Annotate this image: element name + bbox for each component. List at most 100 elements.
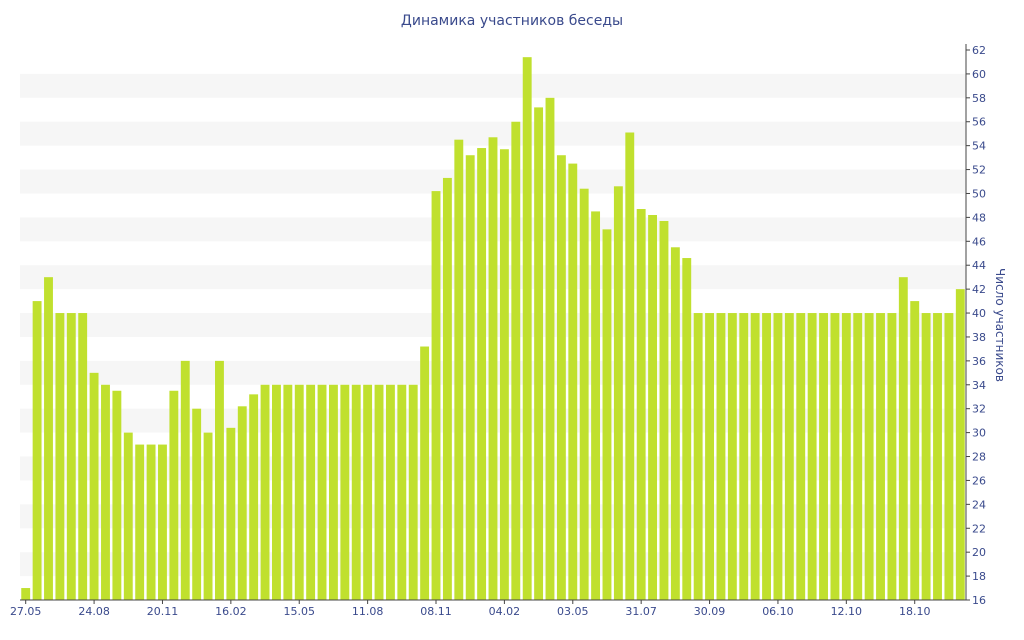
- bar: [237, 406, 247, 600]
- bar: [499, 149, 509, 601]
- x-tick-label: 15.05: [283, 605, 315, 618]
- bar: [784, 313, 794, 600]
- bar: [32, 301, 42, 600]
- x-tick-label: 27.05: [10, 605, 42, 618]
- x-tick-label: 08.11: [420, 605, 452, 618]
- bar: [727, 313, 737, 600]
- y-tick-label: 54: [972, 140, 986, 153]
- bar: [192, 408, 202, 600]
- bar: [317, 384, 327, 600]
- bar: [670, 247, 680, 600]
- bar: [431, 191, 441, 600]
- bar: [887, 313, 897, 600]
- bar: [363, 384, 373, 600]
- bar: [933, 313, 942, 600]
- bar: [773, 313, 783, 600]
- bar: [511, 121, 521, 601]
- x-axis: 27.05 24.08 20.11 16.02 15.05 11.08 08.11 04.02…: [10, 599, 966, 618]
- bar: [21, 588, 31, 600]
- bar: [648, 215, 658, 600]
- y-tick-label: 38: [972, 331, 986, 344]
- grid-band: [20, 121, 966, 146]
- bar: [374, 384, 384, 600]
- y-tick-label: 50: [972, 187, 986, 200]
- x-tick-label: 03.05: [557, 605, 589, 618]
- bar: [442, 177, 452, 600]
- bar: [898, 277, 908, 600]
- bar: [762, 313, 771, 600]
- bar: [739, 313, 749, 600]
- y-tick-label: 46: [972, 235, 986, 248]
- bar: [830, 313, 840, 600]
- bar: [385, 384, 395, 600]
- y-tick-label: 56: [972, 116, 986, 129]
- bar: [682, 258, 692, 600]
- bar: [101, 384, 110, 600]
- bar: [203, 432, 213, 600]
- y-tick-label: 18: [972, 570, 986, 583]
- y-axis: 16 18 20 22 24 26 28 30 32 34 36 38 40 42 44 46 48 50 52 54…: [965, 44, 986, 607]
- bar: [716, 313, 726, 600]
- bar: [636, 209, 646, 600]
- x-tick-label: 30.09: [694, 605, 726, 618]
- bar: [158, 444, 167, 600]
- bar: [864, 313, 874, 600]
- bar: [44, 277, 53, 600]
- y-tick-label: 44: [972, 259, 986, 272]
- bar: [613, 186, 623, 601]
- bar: [226, 427, 236, 600]
- bar: [397, 384, 407, 600]
- x-tick-label: 11.08: [352, 605, 384, 618]
- bar: [705, 313, 714, 600]
- bar: [625, 132, 635, 600]
- y-tick-label: 36: [972, 355, 986, 368]
- bar: [796, 313, 806, 600]
- y-tick-label: 58: [972, 92, 986, 105]
- bar: [89, 372, 99, 600]
- chart-title: Динамика участников беседы: [400, 13, 624, 29]
- x-tick-label: 12.10: [831, 605, 863, 618]
- y-tick-label: 40: [972, 307, 986, 320]
- bar: [876, 313, 885, 600]
- x-tick-label: 20.11: [147, 605, 179, 618]
- bar: [169, 390, 179, 600]
- bar: [602, 229, 612, 600]
- x-tick-label: 18.10: [899, 605, 931, 618]
- y-tick-label: 28: [972, 451, 986, 464]
- bar: [921, 313, 931, 600]
- y-tick-label: 20: [972, 546, 986, 559]
- bar: [351, 384, 361, 600]
- bar: [579, 188, 589, 600]
- bar: [260, 384, 270, 600]
- bar: [659, 220, 669, 601]
- bar: [522, 57, 532, 601]
- bar: [955, 289, 965, 600]
- bar: [272, 384, 281, 600]
- bar: [910, 301, 920, 600]
- bar: [853, 313, 863, 600]
- bar: [420, 346, 430, 600]
- bar: [568, 163, 578, 600]
- bar: [488, 137, 498, 600]
- y-tick-label: 24: [972, 498, 986, 511]
- bar: [112, 390, 122, 600]
- bar: [180, 360, 190, 600]
- y-tick-label: 22: [972, 522, 986, 535]
- y-tick-label: 42: [972, 283, 986, 296]
- bar: [465, 155, 475, 600]
- bar: [215, 360, 224, 600]
- y-tick-label: 16: [972, 594, 986, 607]
- bar: [750, 313, 760, 600]
- y-tick-label: 30: [972, 427, 986, 440]
- bar: [819, 313, 828, 600]
- y-tick-label: 48: [972, 211, 986, 224]
- bar: [78, 313, 88, 600]
- bar: [306, 384, 316, 600]
- y-axis-label: Число участников: [993, 268, 1007, 382]
- bar: [841, 313, 851, 600]
- y-tick-label: 52: [972, 164, 986, 177]
- x-tick-label: 16.02: [215, 605, 247, 618]
- bar: [408, 384, 418, 600]
- y-tick-label: 32: [972, 403, 986, 416]
